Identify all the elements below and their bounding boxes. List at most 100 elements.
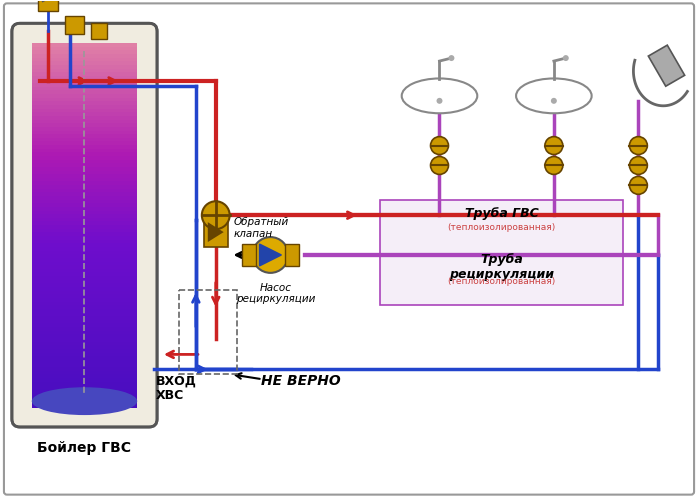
Bar [32,203,137,208]
Bar [32,225,137,230]
Text: Бойлер ГВС: Бойлер ГВС [38,441,132,455]
Bar [32,320,137,324]
FancyBboxPatch shape [12,23,157,427]
Bar [32,109,137,113]
Ellipse shape [516,78,592,113]
Bar [32,269,137,273]
Bar [32,69,137,73]
Bar [32,258,137,262]
Circle shape [202,201,230,229]
Bar [32,327,137,332]
Bar [32,94,137,99]
Bar [32,214,137,219]
Bar [32,101,137,106]
Bar [32,374,137,379]
Bar [32,87,137,91]
Circle shape [545,137,563,155]
Circle shape [430,137,449,155]
Polygon shape [208,222,224,242]
Bar [32,349,137,353]
Bar [32,294,137,299]
Bar [32,174,137,179]
Bar [32,120,137,124]
Bar [32,367,137,372]
Bar [32,141,137,146]
Bar [32,167,137,172]
Bar [32,160,137,164]
Circle shape [563,55,569,61]
Circle shape [629,137,648,155]
Bar [32,90,137,95]
Circle shape [449,55,454,61]
Bar [32,247,137,251]
Circle shape [545,157,563,175]
Bar [32,229,137,234]
Bar [32,76,137,80]
Bar [32,396,137,401]
Bar [92,23,107,39]
Bar [32,178,137,183]
Bar [32,58,137,62]
Text: ВХОД
ХВС: ВХОД ХВС [156,374,197,402]
Bar [32,312,137,317]
Bar [32,65,137,70]
Bar [32,261,137,266]
Bar [32,338,137,343]
Circle shape [253,237,288,273]
Bar [32,131,137,135]
Ellipse shape [32,387,137,415]
Bar [32,400,137,405]
Text: НЕ ВЕРНО: НЕ ВЕРНО [260,374,340,388]
Circle shape [551,98,556,104]
Bar [32,163,137,168]
Bar [32,331,137,335]
Bar [32,72,137,77]
Bar [32,382,137,386]
Bar [32,47,137,51]
Bar [32,43,137,48]
Bar [32,393,137,397]
Bar [32,371,137,375]
Bar [32,236,137,241]
Bar [32,79,137,84]
Circle shape [437,98,442,104]
Bar [32,112,137,117]
Circle shape [430,157,449,175]
Bar [32,218,137,223]
Bar [32,283,137,288]
Bar [32,189,137,194]
Bar [32,149,137,153]
Bar [32,156,137,161]
Bar [32,298,137,302]
Bar [32,323,137,328]
Bar [241,244,255,266]
Bar [32,211,137,215]
Bar [32,240,137,245]
Bar [204,217,228,247]
Bar [32,360,137,364]
Bar [32,134,137,139]
Bar [32,182,137,186]
Bar [32,193,137,197]
Bar [32,305,137,310]
Bar [32,145,137,150]
Bar [32,50,137,55]
Bar [32,254,137,259]
Bar [32,334,137,339]
Bar [286,244,300,266]
Bar [32,250,137,255]
Bar [38,0,57,11]
Bar [32,265,137,270]
Bar [32,127,137,132]
Bar [32,378,137,383]
Bar [64,16,85,34]
Polygon shape [260,244,281,266]
Bar [32,276,137,281]
Bar [32,404,137,408]
Bar [32,287,137,291]
Bar [32,363,137,368]
Text: (теплоизолированная): (теплоизолированная) [447,277,556,286]
Bar [32,301,137,306]
Bar [32,207,137,212]
Bar [32,171,137,175]
